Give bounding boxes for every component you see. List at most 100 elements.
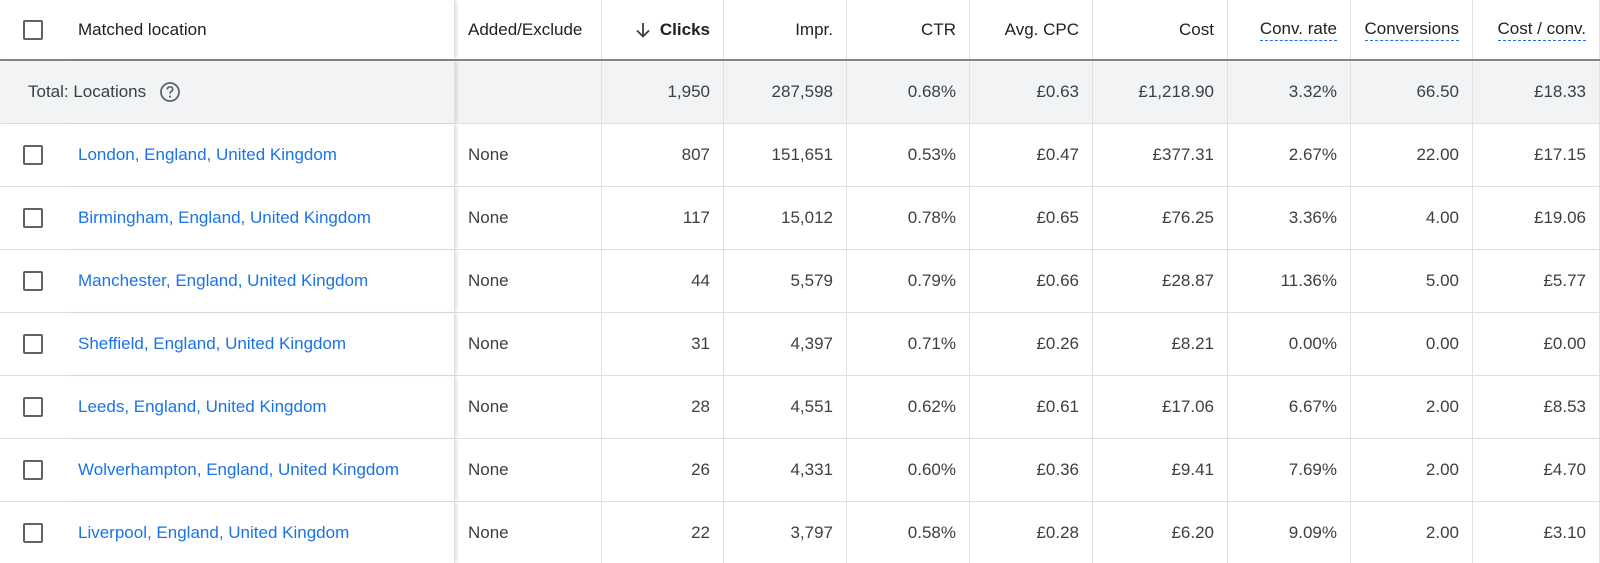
location-link[interactable]: Sheffield, England, United Kingdom: [78, 334, 347, 353]
column-header[interactable]: CTR: [921, 19, 956, 39]
column-header[interactable]: Matched location: [78, 19, 207, 39]
cell: £0.66: [970, 250, 1093, 312]
data-row: Manchester, England, United Kingdom None 4…: [0, 250, 1600, 313]
cell-value: £0.47: [1036, 145, 1079, 164]
cell-value: £17.06: [1162, 397, 1214, 416]
cell-value: None: [468, 271, 509, 290]
cell[interactable]: Avg. CPC: [970, 0, 1093, 59]
checkbox[interactable]: [22, 460, 43, 480]
cell: None: [455, 313, 602, 375]
checkbox[interactable]: [22, 523, 43, 543]
cell: 1,950: [602, 61, 724, 123]
cell: [0, 376, 65, 438]
location-link[interactable]: Wolverhampton, England, United Kingdom: [78, 460, 399, 479]
column-header[interactable]: Cost: [1179, 19, 1214, 39]
cell: 4,551: [724, 376, 847, 438]
help-icon[interactable]: [159, 81, 181, 103]
cell: £76.25: [1093, 187, 1228, 249]
total-value: 66.50: [1416, 82, 1459, 101]
cell-value: None: [468, 145, 509, 164]
data-row: London, England, United Kingdom None 807 15…: [0, 124, 1600, 187]
cell: 22.00: [1351, 124, 1473, 186]
column-header[interactable]: Conversions: [1364, 19, 1459, 41]
cell-value: £17.15: [1534, 145, 1586, 164]
cell: 807: [602, 124, 724, 186]
cell[interactable]: Matched location: [65, 0, 455, 59]
cell-value: None: [468, 208, 509, 227]
checkbox[interactable]: [22, 145, 43, 165]
cell: None: [455, 439, 602, 501]
checkbox[interactable]: [22, 334, 43, 354]
cell: 0.68%: [847, 61, 970, 123]
cell-value: 2.00: [1425, 523, 1459, 542]
location-link[interactable]: Leeds, England, United Kingdom: [78, 397, 327, 416]
cell-value: None: [468, 460, 509, 479]
cell: £19.06: [1473, 187, 1600, 249]
cell[interactable]: Added/Exclude: [455, 0, 602, 59]
column-header[interactable]: Cost / conv.: [1497, 19, 1586, 41]
data-row: Leeds, England, United Kingdom None 28 4,55…: [0, 376, 1600, 439]
location-link[interactable]: Manchester, England, United Kingdom: [78, 271, 369, 290]
data-row: Birmingham, England, United Kingdom None 1…: [0, 187, 1600, 250]
location-link[interactable]: London, England, United Kingdom: [78, 145, 337, 164]
cell[interactable]: Conversions: [1351, 0, 1473, 59]
cell: £28.87: [1093, 250, 1228, 312]
cell-value: 0.00: [1425, 334, 1459, 353]
total-value: 1,950: [667, 82, 710, 101]
column-header[interactable]: Conv. rate: [1259, 19, 1337, 41]
data-row: Sheffield, England, United Kingdom None 31…: [0, 313, 1600, 376]
column-header[interactable]: Avg. CPC: [1004, 19, 1079, 39]
cell-value: 5,579: [790, 271, 833, 290]
column-header[interactable]: Clicks: [659, 19, 710, 39]
cell: 5.00: [1351, 250, 1473, 312]
cell[interactable]: Cost / conv.: [1473, 0, 1600, 59]
cell-value: £0.00: [1543, 334, 1586, 353]
cell[interactable]: Impr.: [724, 0, 847, 59]
checkbox[interactable]: [22, 19, 43, 40]
cell: None: [455, 250, 602, 312]
cell: 117: [602, 187, 724, 249]
cell-value: 3,797: [790, 523, 833, 542]
cell: None: [455, 376, 602, 438]
cell: Sheffield, England, United Kingdom: [65, 313, 455, 375]
cell: £0.63: [970, 61, 1093, 123]
cell[interactable]: CTR: [847, 0, 970, 59]
cell-value: £8.53: [1543, 397, 1586, 416]
cell: £6.20: [1093, 502, 1228, 563]
cell-value: £0.26: [1036, 334, 1079, 353]
cell: 6.67%: [1228, 376, 1351, 438]
cell[interactable]: Cost: [1093, 0, 1228, 59]
cell[interactable]: Conv. rate: [1228, 0, 1351, 59]
cell: Manchester, England, United Kingdom: [65, 250, 455, 312]
cell-value: None: [468, 523, 509, 542]
total-value: 3.32%: [1288, 82, 1337, 101]
sort-arrow: [636, 22, 650, 38]
cell: £17.15: [1473, 124, 1600, 186]
column-header[interactable]: Added/Exclude: [468, 19, 583, 39]
cell: £17.06: [1093, 376, 1228, 438]
cell: 0.00%: [1228, 313, 1351, 375]
cell: 31: [602, 313, 724, 375]
cell: [0, 502, 65, 563]
cell: 3,797: [724, 502, 847, 563]
cell-value: 807: [681, 145, 710, 164]
cell: 15,012: [724, 187, 847, 249]
cell-value: £0.61: [1036, 397, 1079, 416]
location-link[interactable]: Birmingham, England, United Kingdom: [78, 208, 371, 227]
checkbox[interactable]: [22, 271, 43, 291]
column-header[interactable]: Impr.: [795, 19, 833, 39]
cell: 0.62%: [847, 376, 970, 438]
checkbox[interactable]: [22, 397, 43, 417]
cell: £0.36: [970, 439, 1093, 501]
total-value: 0.68%: [907, 82, 956, 101]
checkbox[interactable]: [22, 208, 43, 228]
cell: £0.61: [970, 376, 1093, 438]
location-link[interactable]: Liverpool, England, United Kingdom: [78, 523, 350, 542]
data-row: Liverpool, England, United Kingdom None 22…: [0, 502, 1600, 563]
cell-value: 0.58%: [907, 523, 956, 542]
cell: 5,579: [724, 250, 847, 312]
cell: Leeds, England, United Kingdom: [65, 376, 455, 438]
cell: £0.47: [970, 124, 1093, 186]
cell-value: 11.36%: [1280, 271, 1337, 290]
cell[interactable]: Clicks: [602, 0, 724, 59]
